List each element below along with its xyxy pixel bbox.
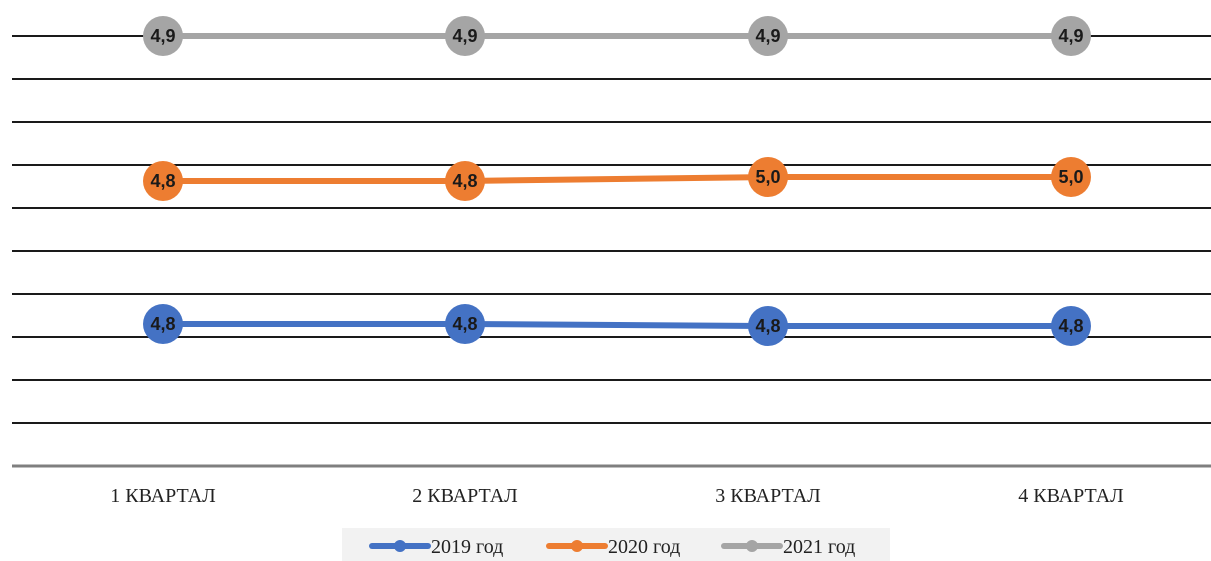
data-point bbox=[1051, 306, 1091, 346]
legend-background bbox=[342, 528, 890, 561]
legend-label: 2019 год bbox=[431, 536, 503, 558]
data-point bbox=[748, 306, 788, 346]
data-point bbox=[748, 157, 788, 197]
legend-marker bbox=[571, 540, 583, 552]
data-point bbox=[1051, 16, 1091, 56]
data-points bbox=[143, 16, 1091, 346]
data-label: 4,8 bbox=[452, 314, 477, 334]
data-label: 4,8 bbox=[150, 314, 175, 334]
data-point bbox=[143, 304, 183, 344]
legend: 2019 год 2020 год 2021 год bbox=[342, 528, 890, 561]
data-label: 4,8 bbox=[452, 171, 477, 191]
data-point bbox=[748, 16, 788, 56]
data-label: 4,9 bbox=[150, 26, 175, 46]
x-tick-label: 4 КВАРТАЛ bbox=[1018, 485, 1123, 507]
x-tick-label: 2 КВАРТАЛ bbox=[412, 485, 517, 507]
legend-marker bbox=[394, 540, 406, 552]
data-label: 4,8 bbox=[1058, 316, 1083, 336]
gridlines bbox=[12, 35, 1211, 424]
legend-marker bbox=[746, 540, 758, 552]
data-labels: 4,8 4,8 4,8 4,8 4,8 4,8 5,0 5,0 4,9 4,9 4,9 4,9 bbox=[150, 26, 1083, 336]
series-line-2020-год bbox=[163, 174, 1071, 184]
data-point bbox=[445, 16, 485, 56]
x-tick-label: 1 КВАРТАЛ bbox=[110, 485, 215, 507]
data-point bbox=[143, 16, 183, 56]
data-point bbox=[1051, 157, 1091, 197]
data-point bbox=[445, 304, 485, 344]
data-label: 4,9 bbox=[1058, 26, 1083, 46]
data-label: 4,8 bbox=[150, 171, 175, 191]
data-label: 5,0 bbox=[1058, 167, 1083, 187]
data-label: 4,9 bbox=[755, 26, 780, 46]
data-point bbox=[445, 161, 485, 201]
legend-label: 2020 год bbox=[608, 536, 680, 558]
series-line-2019-год bbox=[163, 321, 1071, 329]
legend-label: 2021 год bbox=[783, 536, 855, 558]
data-point bbox=[143, 161, 183, 201]
data-label: 4,8 bbox=[755, 316, 780, 336]
data-label: 5,0 bbox=[755, 167, 780, 187]
data-label: 4,9 bbox=[452, 26, 477, 46]
series-lines bbox=[163, 33, 1071, 329]
x-tick-label: 3 КВАРТАЛ bbox=[715, 485, 820, 507]
x-tick-labels: 1 КВАРТАЛ 2 КВАРТАЛ 3 КВАРТАЛ 4 КВАРТАЛ bbox=[110, 485, 1123, 507]
